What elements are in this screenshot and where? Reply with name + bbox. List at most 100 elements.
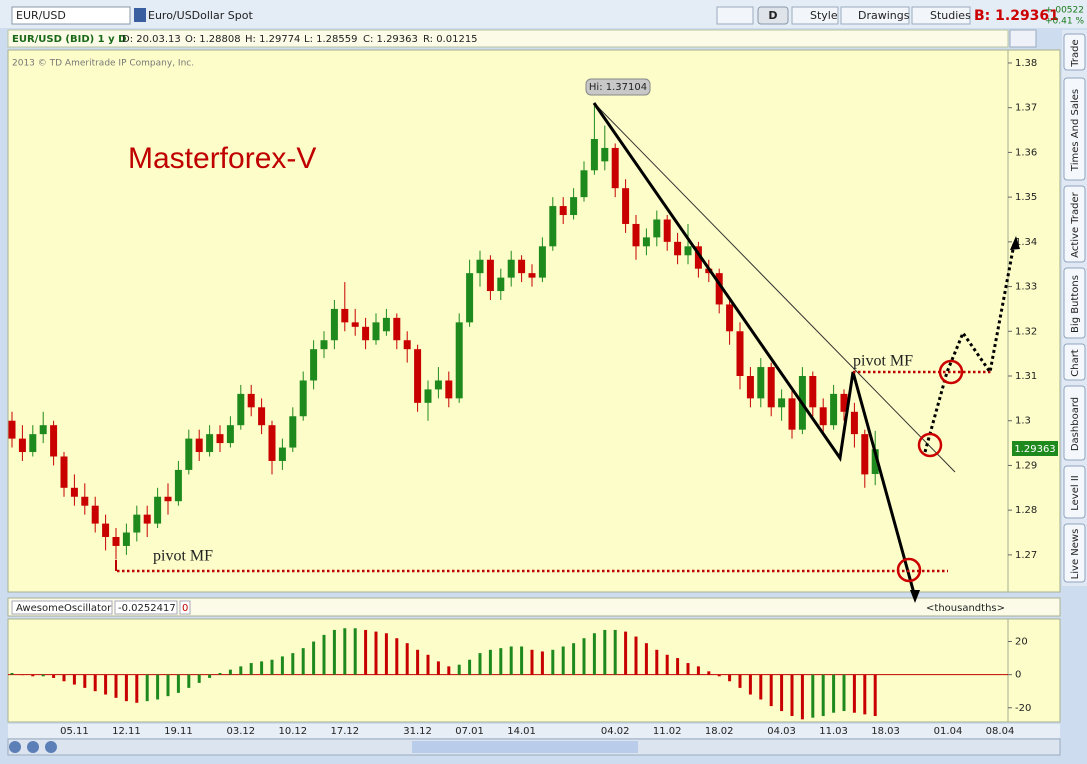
oscillator-bar	[499, 648, 503, 675]
side-tab-label[interactable]: Active Trader	[1070, 191, 1081, 257]
side-tab[interactable]	[1063, 465, 1086, 519]
oscillator-bar	[52, 674, 56, 678]
side-tab-label[interactable]: Dashboard	[1070, 397, 1081, 451]
side-tab[interactable]	[1063, 77, 1086, 181]
x-tick-label: 10.12	[278, 726, 307, 737]
candle-body	[258, 407, 266, 426]
candle-body	[112, 536, 120, 546]
oscillator-bar	[156, 674, 160, 700]
side-tab-label[interactable]: Times And Sales	[1070, 89, 1081, 172]
candle-body	[382, 317, 390, 332]
side-tab-label[interactable]: Trade	[1070, 39, 1081, 67]
side-tab[interactable]	[1063, 385, 1086, 461]
change-pct: +0.41 %	[1045, 17, 1084, 27]
symbol-box[interactable]	[11, 6, 131, 25]
candle-body	[850, 411, 858, 435]
candle-body	[580, 170, 588, 198]
oscillator-axis	[1007, 618, 1061, 723]
oscillator-bar	[41, 674, 45, 677]
oscillator-bar	[395, 638, 399, 675]
pan-button[interactable]	[9, 741, 21, 753]
side-tab[interactable]	[1063, 343, 1086, 381]
candle-body	[788, 398, 796, 430]
period-button[interactable]	[757, 6, 789, 25]
candle-body	[486, 259, 494, 292]
oscillator-bar	[270, 659, 274, 675]
oscillator-bar	[852, 674, 856, 713]
side-tab[interactable]	[1063, 33, 1086, 71]
candle-body	[81, 496, 89, 506]
candle-body	[278, 447, 286, 461]
oscillator-bar	[436, 661, 440, 675]
candle-body	[611, 147, 619, 189]
oscillator-bar	[561, 646, 565, 675]
oscillator-bar	[572, 643, 576, 675]
y-tick-label: 1.28	[1015, 505, 1037, 516]
x-tick-label: 19.11	[164, 726, 193, 737]
candle-body	[663, 219, 671, 242]
scroll-thumb[interactable]	[412, 741, 638, 753]
drawings-button[interactable]	[840, 6, 910, 25]
tool-icons[interactable]	[716, 6, 754, 25]
oscillator-bar	[582, 638, 586, 675]
oscillator-bar	[613, 629, 617, 675]
oscillator-bar	[135, 674, 139, 703]
oscillator-bar	[738, 674, 742, 688]
side-tab-label[interactable]: Big Buttons	[1070, 275, 1081, 333]
oscillator-panel	[7, 618, 1009, 723]
side-tab[interactable]	[1063, 523, 1086, 583]
candle-body	[154, 496, 162, 524]
info-bar	[7, 29, 1009, 48]
candle-body	[18, 438, 26, 453]
studies-button[interactable]	[911, 6, 971, 25]
oscillator-bar	[863, 674, 867, 715]
side-tab[interactable]	[1063, 185, 1086, 263]
candle-body	[330, 308, 338, 341]
candle-body	[830, 393, 838, 426]
style-button[interactable]	[791, 6, 839, 25]
study-value-box	[114, 600, 178, 615]
x-tick-label: 18.02	[705, 726, 734, 737]
x-tick-label: 11.03	[819, 726, 848, 737]
oscillator-bar	[603, 629, 607, 675]
oscillator-bar	[551, 649, 555, 675]
y-tick-label: 1.33	[1015, 282, 1037, 293]
oscillator-bar	[218, 672, 222, 675]
oscillator-bar	[540, 651, 544, 675]
side-tab[interactable]	[1063, 267, 1086, 339]
side-tab-label[interactable]: Chart	[1070, 349, 1081, 377]
symbol-icon[interactable]	[134, 8, 146, 22]
candle-body	[715, 273, 723, 305]
candle-body	[871, 449, 879, 475]
last-price: 1.29363	[1014, 444, 1055, 455]
oscillator-bar	[312, 641, 316, 675]
candle-body	[476, 259, 484, 274]
zoom-out-button[interactable]	[45, 741, 57, 753]
oscillator-bar	[748, 674, 752, 695]
side-tab-label[interactable]: Live News	[1070, 529, 1081, 580]
studies-label[interactable]: Studies	[930, 9, 971, 22]
oscillator-bar	[405, 643, 409, 675]
candle-body	[653, 219, 661, 238]
chart-settings[interactable]	[1009, 29, 1037, 48]
y-tick-label: 1.31	[1015, 371, 1037, 382]
candle-body	[757, 367, 765, 399]
period-label[interactable]: D	[768, 9, 777, 22]
symbol[interactable]: EUR/USD	[16, 9, 66, 22]
candle-body	[590, 138, 598, 171]
side-tab-label[interactable]: Level II	[1070, 475, 1081, 510]
oscillator-bar	[239, 666, 243, 675]
style-label[interactable]: Style	[810, 9, 838, 22]
oscillator-bar	[821, 674, 825, 717]
drawings-label[interactable]: Drawings	[858, 9, 910, 22]
candle-body	[195, 438, 203, 453]
oscillator-bar	[832, 674, 836, 713]
x-tick-label: 04.02	[601, 726, 630, 737]
oscillator-bar	[530, 649, 534, 675]
zoom-in-button[interactable]	[27, 741, 39, 753]
oscillator-bar	[665, 654, 669, 675]
chart-title: Masterforex-V	[128, 142, 316, 175]
x-tick-label: 04.03	[767, 726, 796, 737]
oscillator-header	[7, 597, 1061, 617]
candle-body	[174, 469, 182, 502]
